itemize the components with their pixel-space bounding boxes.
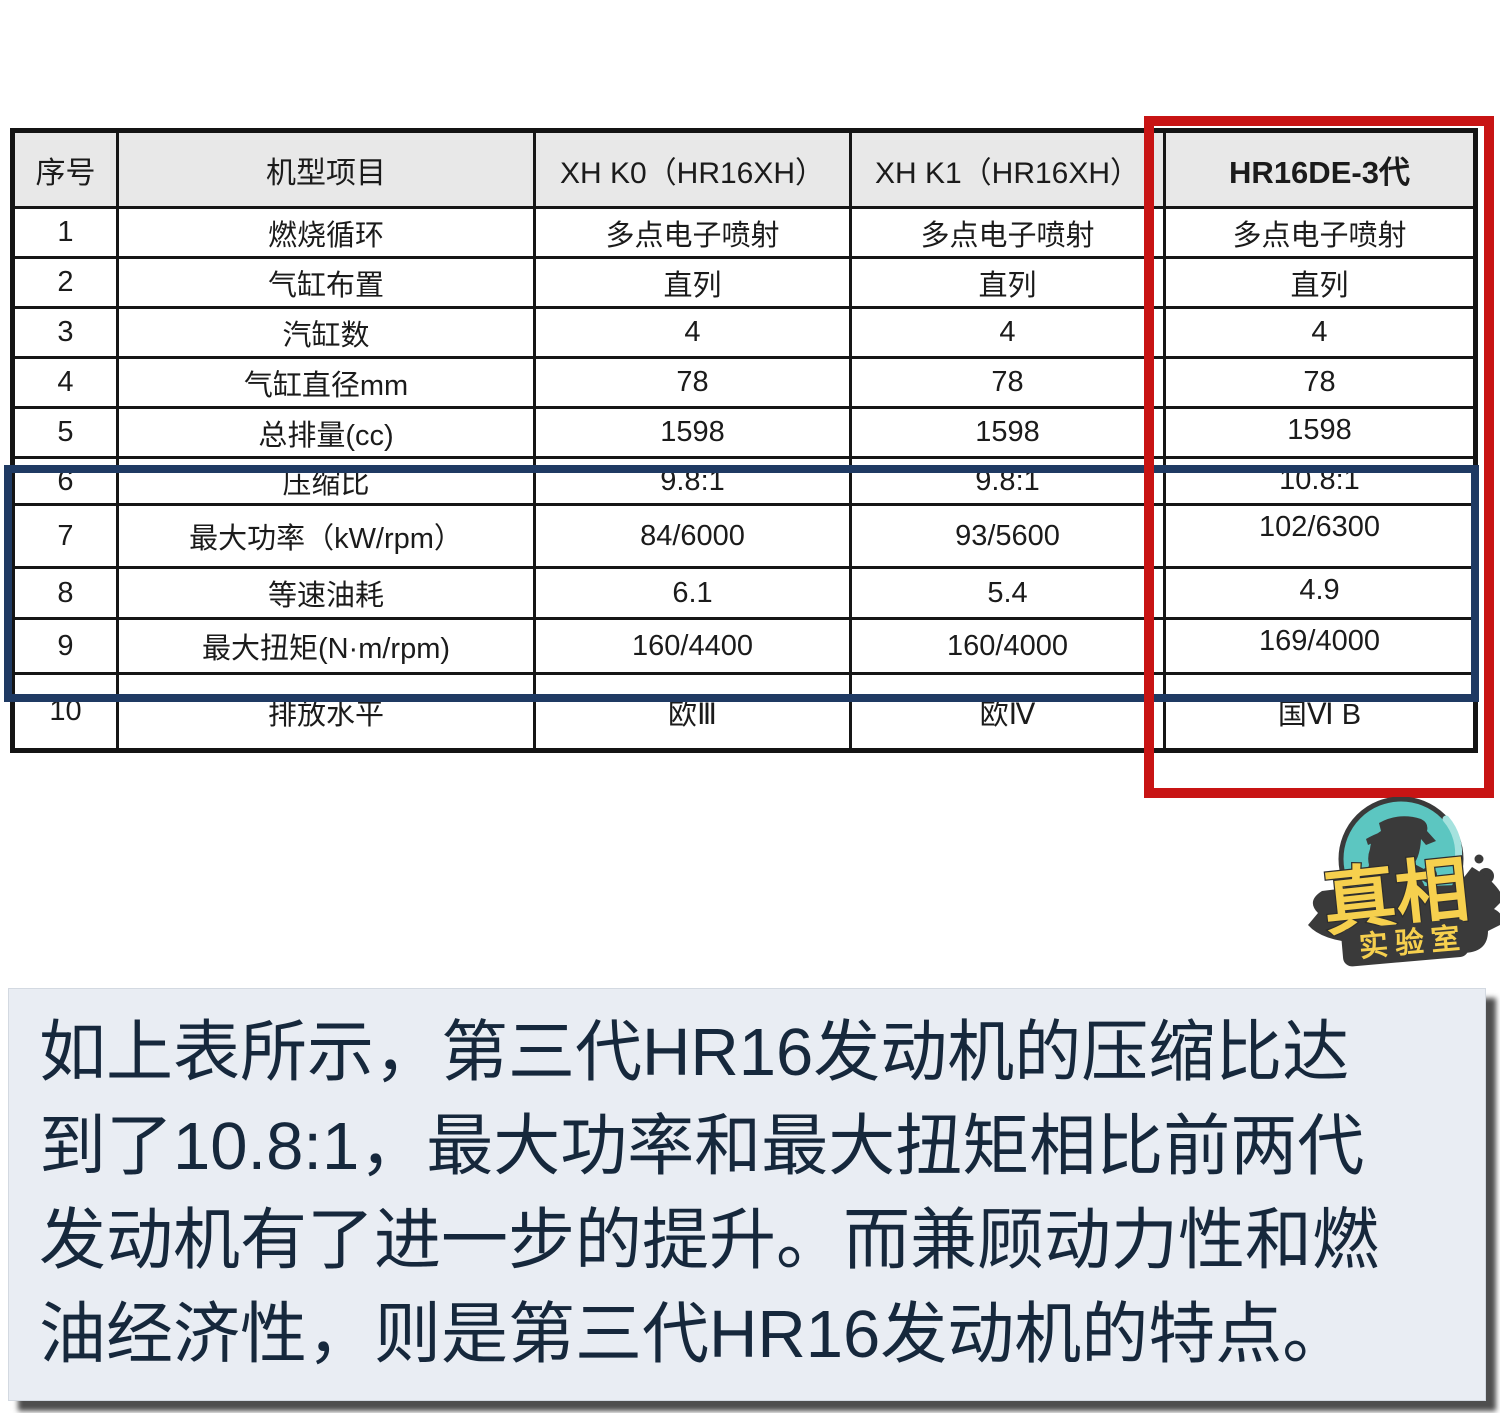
table-cell: 4 xyxy=(849,306,1166,359)
table-cell: 燃烧循环 xyxy=(116,206,536,259)
truth-lab-logo: 真相 实验室 xyxy=(1308,797,1500,967)
table-row: 6 压缩比 9.8:1 9.8:1 10.8:1 xyxy=(11,456,1477,506)
table-row: 3 汽缸数 4 4 4 xyxy=(11,306,1477,359)
table-cell: 78 xyxy=(1163,356,1477,409)
table-cell: 直列 xyxy=(849,256,1166,309)
table-cell: 欧Ⅳ xyxy=(849,672,1166,752)
table-cell: 6 xyxy=(11,456,119,506)
table-cell: 6.1 xyxy=(533,566,852,620)
table-cell: 1598 xyxy=(849,406,1166,459)
table-cell: 4.9 xyxy=(1163,566,1477,620)
table-cell: 总排量(cc) xyxy=(116,406,536,459)
caption-line: 油经济性，则是第三代HR16发动机的特点。 xyxy=(39,1297,1350,1372)
table-cell: 直列 xyxy=(1163,256,1477,309)
table-cell: 最大功率（kW/rpm） xyxy=(116,503,536,569)
badge-highlight xyxy=(1442,815,1463,865)
header-hr16de3: HR16DE-3代 xyxy=(1163,129,1477,209)
engine-spec-table: 序号 机型项目 XH K0（HR16XH） XH K1（HR16XH） HR16… xyxy=(10,128,1478,753)
table-cell: 4 xyxy=(11,356,119,409)
table-cell: 国Ⅵ B xyxy=(1163,672,1477,752)
spec-table-body: 1 燃烧循环 多点电子喷射 多点电子喷射 多点电子喷射 2 气缸布置 直列 直列 直列 3 汽缸数 4 4… xyxy=(11,206,1477,752)
table-cell: 4 xyxy=(533,306,852,359)
caption-line: 如上表所示，第三代HR16发动机的压缩比达 xyxy=(39,1015,1350,1090)
table-cell: 1 xyxy=(11,206,119,259)
table-cell: 1598 xyxy=(1163,406,1477,459)
table-cell: 3 xyxy=(11,306,119,359)
table-row: 10 排放水平 欧Ⅲ 欧Ⅳ 国Ⅵ B xyxy=(11,672,1477,752)
smoke-dot-icon xyxy=(1474,854,1484,864)
table-cell: 2 xyxy=(11,256,119,309)
header-xh-k1: XH K1（HR16XH） xyxy=(849,129,1166,209)
table-cell: 5 xyxy=(11,406,119,459)
table-cell: 7 xyxy=(11,503,119,569)
table-cell: 8 xyxy=(11,566,119,620)
table-cell: 84/6000 xyxy=(533,503,852,569)
table-row: 9 最大扭矩(N·m/rpm) 160/4400 160/4000 169/4000 xyxy=(11,617,1477,675)
table-cell: 9.8:1 xyxy=(533,456,852,506)
table-row: 4 气缸直径mm 78 78 78 xyxy=(11,356,1477,409)
detective-icon xyxy=(1366,816,1437,909)
table-row: 8 等速油耗 6.1 5.4 4.9 xyxy=(11,566,1477,620)
table-cell: 等速油耗 xyxy=(116,566,536,620)
table-cell: 5.4 xyxy=(849,566,1166,620)
table-row: 1 燃烧循环 多点电子喷射 多点电子喷射 多点电子喷射 xyxy=(11,206,1477,259)
table-cell: 气缸直径mm xyxy=(116,356,536,409)
caption-line: 发动机有了进一步的提升。而兼顾动力性和燃 xyxy=(39,1203,1379,1278)
table-row: 5 总排量(cc) 1598 1598 1598 xyxy=(11,406,1477,459)
table-cell: 78 xyxy=(533,356,852,409)
table-cell: 78 xyxy=(849,356,1166,409)
table-cell: 汽缸数 xyxy=(116,306,536,359)
table-cell: 多点电子喷射 xyxy=(849,206,1166,259)
table-cell: 10.8:1 xyxy=(1163,456,1477,506)
table-cell: 4 xyxy=(1163,306,1477,359)
header-index: 序号 xyxy=(11,129,119,209)
table-cell: 9 xyxy=(11,617,119,675)
table-cell: 欧Ⅲ xyxy=(533,672,852,752)
table-cell: 93/5600 xyxy=(849,503,1166,569)
table-cell: 160/4000 xyxy=(849,617,1166,675)
table-cell: 气缸布置 xyxy=(116,256,536,309)
header-xh-k0: XH K0（HR16XH） xyxy=(533,129,852,209)
table-cell: 多点电子喷射 xyxy=(533,206,852,259)
table-cell: 1598 xyxy=(533,406,852,459)
table-row: 2 气缸布置 直列 直列 直列 xyxy=(11,256,1477,309)
table-cell: 多点电子喷射 xyxy=(1163,206,1477,259)
caption-panel: 如上表所示，第三代HR16发动机的压缩比达 到了10.8:1，最大功率和最大扭矩… xyxy=(8,988,1486,1401)
table-cell: 排放水平 xyxy=(116,672,536,752)
logo-ribbon xyxy=(1341,919,1469,967)
table-cell: 160/4400 xyxy=(533,617,852,675)
table-cell: 102/6300 xyxy=(1163,503,1477,569)
table-header-row: 序号 机型项目 XH K0（HR16XH） XH K1（HR16XH） HR16… xyxy=(11,129,1477,209)
logo-title: 真相 xyxy=(1319,849,1473,945)
header-item: 机型项目 xyxy=(116,129,536,209)
table-cell: 压缩比 xyxy=(116,456,536,506)
table-cell: 最大扭矩(N·m/rpm) xyxy=(116,617,536,675)
table-cell: 9.8:1 xyxy=(849,456,1166,506)
table-cell: 10 xyxy=(11,672,119,752)
caption-line: 到了10.8:1，最大功率和最大扭矩相比前两代 xyxy=(39,1109,1365,1184)
table-cell: 直列 xyxy=(533,256,852,309)
table-cell: 169/4000 xyxy=(1163,617,1477,675)
table-row: 7 最大功率（kW/rpm） 84/6000 93/5600 102/6300 xyxy=(11,503,1477,569)
